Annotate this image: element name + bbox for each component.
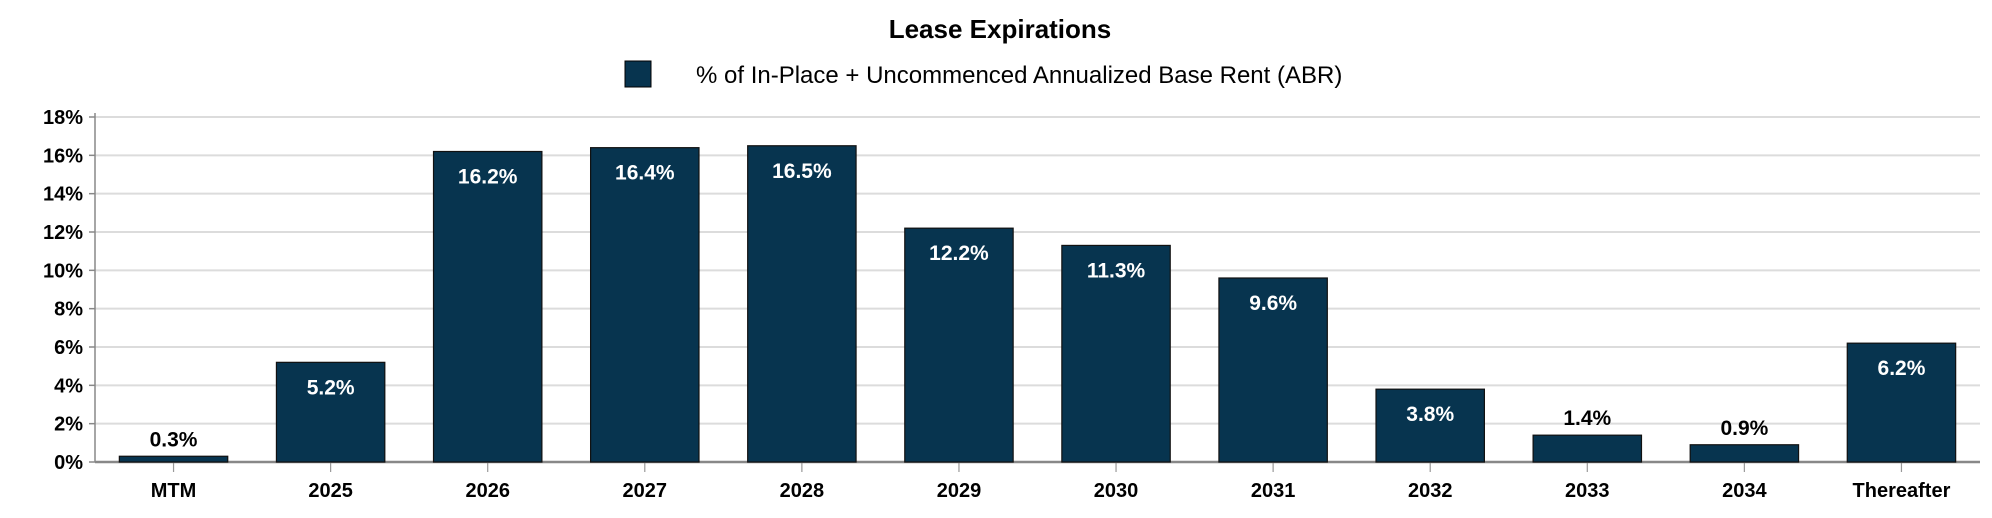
- legend-label: % of In-Place + Uncommenced Annualized B…: [696, 62, 1342, 89]
- x-tick-label: MTM: [151, 480, 197, 502]
- x-tick-label: 2034: [1722, 480, 1767, 502]
- data-label: 9.6%: [1249, 292, 1297, 315]
- x-tick-label: 2028: [780, 480, 825, 502]
- data-label: 1.4%: [1563, 407, 1611, 430]
- y-tick-label: 4%: [54, 375, 83, 397]
- y-tick-label: 14%: [43, 184, 83, 206]
- bar: [118, 455, 229, 463]
- data-label: 5.2%: [307, 376, 355, 399]
- bar: [275, 361, 386, 463]
- data-label: 3.8%: [1406, 403, 1454, 426]
- bar: [432, 150, 543, 463]
- bar: [1532, 434, 1643, 463]
- x-tick-label: 2029: [937, 480, 982, 502]
- y-tick-label: 6%: [54, 337, 83, 359]
- x-tick-label: 2027: [623, 480, 668, 502]
- data-label: 16.5%: [772, 160, 832, 183]
- data-label: 11.3%: [1087, 259, 1146, 282]
- bar: [1061, 244, 1171, 463]
- y-tick-label: 8%: [54, 299, 83, 321]
- bar: [589, 147, 700, 463]
- bar: [1218, 277, 1328, 463]
- data-label: 16.4%: [615, 162, 675, 185]
- legend-swatch: [624, 60, 652, 88]
- x-tick-label: 2030: [1094, 480, 1139, 502]
- bar: [1846, 342, 1957, 463]
- y-tick-label: 16%: [43, 145, 83, 167]
- y-tick-label: 0%: [54, 452, 83, 474]
- x-tick-label: 2031: [1251, 480, 1296, 502]
- y-tick-label: 10%: [43, 260, 83, 282]
- bar: [747, 145, 857, 463]
- chart-title: Lease Expirations: [889, 14, 1112, 44]
- data-label: 0.3%: [150, 428, 198, 451]
- data-label: 0.9%: [1720, 417, 1768, 440]
- y-tick-label: 18%: [43, 107, 83, 129]
- data-label: 6.2%: [1878, 357, 1926, 380]
- data-label: 16.2%: [458, 166, 518, 189]
- y-tick-label: 12%: [43, 222, 83, 244]
- x-tick-label: 2033: [1565, 480, 1610, 502]
- x-tick-label: 2032: [1408, 480, 1453, 502]
- bar: [904, 227, 1014, 463]
- x-tick-label: Thereafter: [1853, 480, 1951, 502]
- x-tick-label: 2026: [465, 480, 510, 502]
- bar: [1689, 444, 1800, 463]
- x-tick-label: 2025: [308, 480, 353, 502]
- data-label: 12.2%: [929, 242, 989, 265]
- y-tick-label: 2%: [54, 414, 83, 436]
- bar: [1375, 388, 1486, 463]
